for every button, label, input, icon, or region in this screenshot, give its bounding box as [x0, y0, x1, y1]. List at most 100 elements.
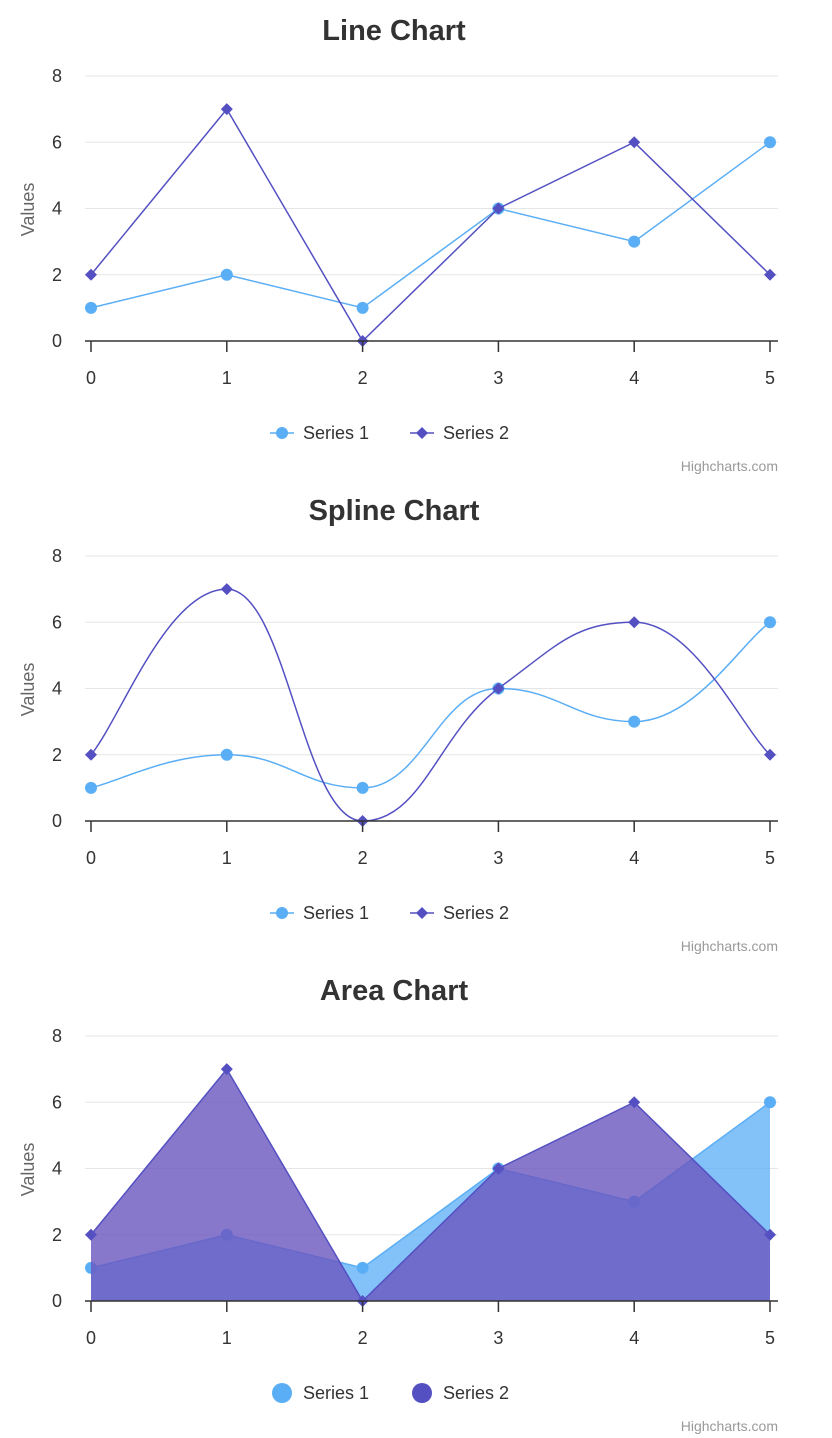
series-1-point[interactable]: [628, 235, 641, 248]
legend-item-series-2[interactable]: Series 2: [410, 423, 509, 443]
chart-title: Spline Chart: [309, 495, 480, 527]
x-tick-label: 0: [86, 848, 96, 868]
series-2-point[interactable]: [764, 1228, 776, 1241]
y-tick-label: 2: [52, 265, 62, 285]
y-tick-label: 8: [52, 66, 62, 86]
series-1-point[interactable]: [356, 301, 369, 314]
y-tick-label: 6: [52, 612, 62, 632]
series-2-point[interactable]: [764, 268, 776, 281]
x-tick-label: 0: [86, 1328, 96, 1348]
series-1-point[interactable]: [220, 748, 233, 761]
y-axis-label: Values: [18, 1143, 38, 1197]
x-tick-label: 3: [493, 368, 503, 388]
legend-item-series-2[interactable]: Series 2: [412, 1383, 509, 1403]
chart-title: Line Chart: [322, 15, 466, 47]
legend-label: Series 1: [303, 1383, 369, 1403]
series-1-point[interactable]: [764, 616, 776, 629]
x-tick-label: 5: [765, 848, 775, 868]
series-2-point[interactable]: [628, 1096, 641, 1109]
series-2-point[interactable]: [220, 1063, 233, 1076]
x-tick-label: 4: [629, 368, 639, 388]
series-2-line: [90, 588, 771, 822]
series-1-point[interactable]: [85, 301, 97, 314]
x-tick-label: 2: [358, 368, 368, 388]
y-tick-label: 0: [52, 331, 62, 351]
y-axis-label: Values: [18, 663, 38, 717]
chart-title: Area Chart: [320, 975, 469, 1007]
y-tick-label: 4: [52, 199, 62, 219]
series-2-point[interactable]: [85, 1228, 97, 1241]
series-1-point[interactable]: [356, 1261, 369, 1274]
y-tick-label: 6: [52, 1092, 62, 1112]
series-2: [85, 583, 776, 827]
x-tick-label: 4: [629, 1328, 639, 1348]
series-2-line: [90, 107, 771, 343]
series-2-point[interactable]: [85, 268, 97, 281]
series-1-point[interactable]: [764, 1096, 776, 1109]
legend-item-series-1[interactable]: Series 1: [270, 903, 369, 923]
series-1-point[interactable]: [628, 715, 641, 728]
series-1-point[interactable]: [356, 781, 369, 794]
x-tick-label: 4: [629, 848, 639, 868]
x-tick-label: 2: [358, 1328, 368, 1348]
y-tick-label: 4: [52, 679, 62, 699]
legend-item-series-1[interactable]: Series 1: [270, 423, 369, 443]
y-tick-label: 4: [52, 1159, 62, 1179]
series-2-line: [90, 1067, 771, 1303]
legend-item-series-2[interactable]: Series 2: [410, 903, 509, 923]
series-2-point[interactable]: [628, 136, 641, 149]
legend-label: Series 2: [443, 903, 509, 923]
series-2-point[interactable]: [764, 748, 776, 761]
series-1-line: [90, 621, 771, 789]
legend-symbol: [276, 427, 288, 439]
legend-symbol: [272, 1383, 292, 1403]
x-tick-label: 1: [222, 848, 232, 868]
series-2-point[interactable]: [85, 748, 97, 761]
y-tick-label: 8: [52, 1026, 62, 1046]
series-group: [85, 1063, 776, 1307]
legend: Series 1 Series 2: [272, 1383, 509, 1403]
series-1: [85, 616, 776, 794]
x-tick-label: 0: [86, 368, 96, 388]
y-axis-label: Values: [18, 183, 38, 237]
series-1-point[interactable]: [764, 136, 776, 149]
y-tick-label: 2: [52, 745, 62, 765]
legend-item-series-1[interactable]: Series 1: [272, 1383, 369, 1403]
legend-symbol: [416, 427, 428, 439]
credits-link[interactable]: Highcharts.com: [681, 458, 778, 474]
legend-symbol: [276, 907, 288, 919]
legend-label: Series 2: [443, 1383, 509, 1403]
y-tick-label: 0: [52, 1291, 62, 1311]
series-2-point[interactable]: [220, 103, 233, 116]
credits-link[interactable]: Highcharts.com: [681, 1418, 778, 1434]
legend-symbol: [416, 907, 428, 919]
series-1: [85, 136, 776, 314]
x-tick-label: 5: [765, 1328, 775, 1348]
series-1-line: [90, 141, 771, 309]
series-1-point[interactable]: [85, 781, 97, 794]
series-2-point[interactable]: [492, 202, 505, 215]
x-tick-label: 3: [493, 1328, 503, 1348]
y-tick-label: 2: [52, 1225, 62, 1245]
series-2-point[interactable]: [220, 583, 233, 596]
x-tick-label: 5: [765, 368, 775, 388]
legend: Series 1 Series 2: [270, 423, 509, 443]
series-1-point[interactable]: [220, 268, 233, 281]
series-2-point[interactable]: [492, 1162, 505, 1175]
legend-label: Series 2: [443, 423, 509, 443]
legend-label: Series 1: [303, 423, 369, 443]
series-group: [85, 583, 776, 827]
y-tick-label: 6: [52, 132, 62, 152]
series-2-point[interactable]: [628, 616, 641, 629]
x-tick-label: 3: [493, 848, 503, 868]
credits-link[interactable]: Highcharts.com: [681, 938, 778, 954]
x-tick-label: 1: [222, 1328, 232, 1348]
gridlines: [85, 555, 778, 756]
y-tick-label: 8: [52, 546, 62, 566]
series-2-point[interactable]: [492, 682, 505, 695]
series-2-area: [91, 1069, 770, 1301]
